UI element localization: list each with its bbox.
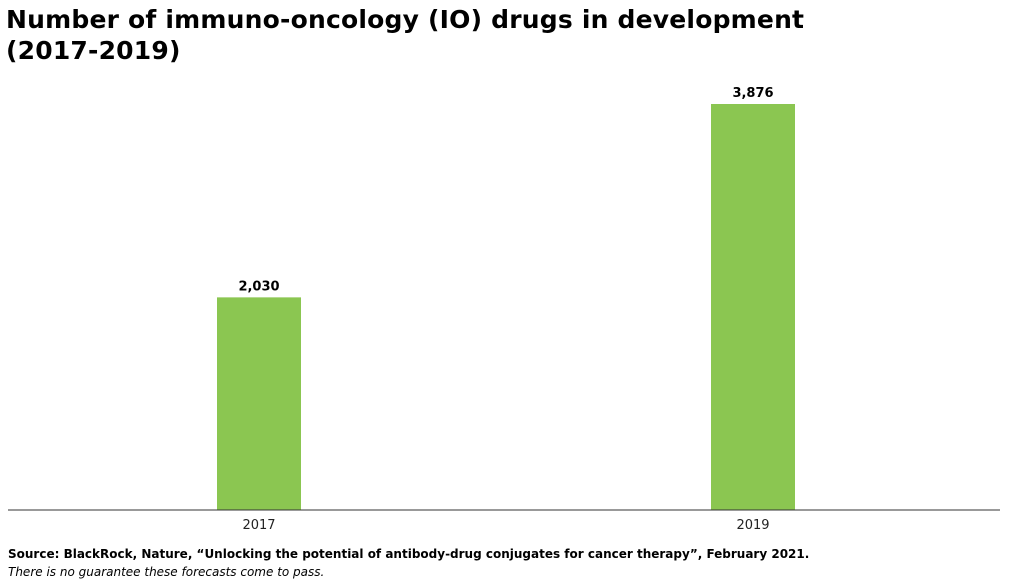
bar-2019: [711, 104, 795, 510]
x-tick-label-2017: 2017: [242, 518, 275, 533]
disclaimer-note: There is no guarantee these forecasts co…: [8, 565, 325, 579]
data-label-2019: 3,876: [732, 86, 773, 101]
chart-title: Number of immuno-oncology (IO) drugs in …: [6, 4, 1006, 66]
x-tick-label-2019: 2019: [736, 518, 769, 533]
bar-2017: [217, 297, 301, 510]
chart-title-line-2: (2017-2019): [6, 36, 181, 65]
chart-title-line-1: Number of immuno-oncology (IO) drugs in …: [6, 5, 805, 34]
source-note: Source: BlackRock, Nature, “Unlocking th…: [8, 547, 810, 561]
data-label-2017: 2,030: [238, 279, 279, 294]
